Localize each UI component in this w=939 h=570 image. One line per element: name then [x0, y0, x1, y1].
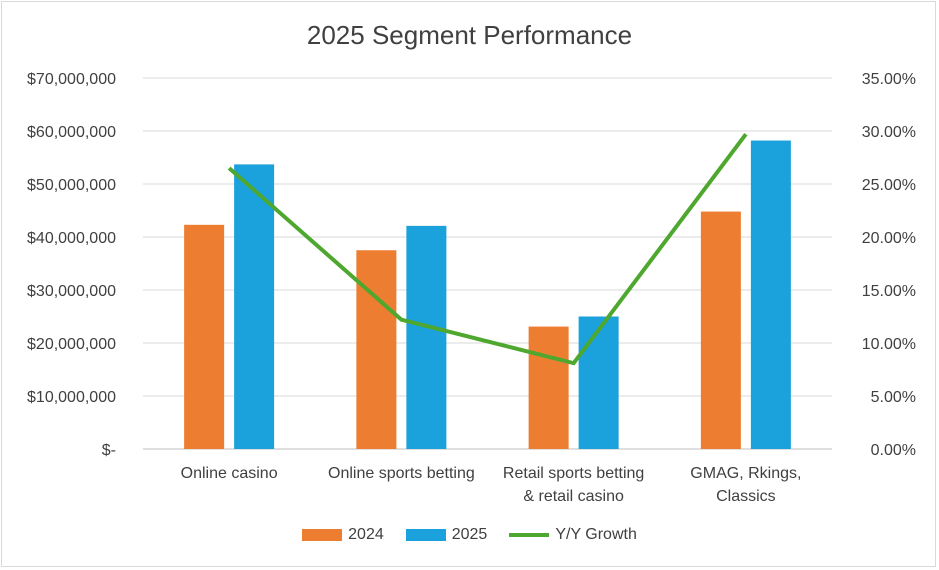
bar-2024: [184, 224, 225, 449]
category-label: & retail casino: [523, 488, 624, 505]
growth-line: [227, 132, 748, 366]
category-label: Online sports betting: [328, 465, 475, 482]
bar-2025: [750, 140, 791, 450]
y-right-tick-label: 15.00%: [862, 283, 916, 300]
legend-item-2025: 2025: [405, 526, 488, 544]
legend-swatch-2024: [302, 529, 343, 541]
bars: [184, 140, 791, 450]
y-right-tick-label: 30.00%: [862, 124, 916, 141]
y-right-tick-label: 35.00%: [862, 71, 916, 88]
legend-swatch-growth: [509, 533, 550, 537]
legend-item-2024: 2024: [302, 526, 384, 544]
category-label: Retail sports betting: [503, 465, 644, 482]
bar-2024: [528, 326, 569, 449]
bar-2024: [700, 211, 741, 449]
y-left-tick-label: $10,000,000: [27, 389, 116, 406]
y-left-tick-label: $30,000,000: [27, 283, 116, 300]
y-left-tick-label: $-: [102, 442, 116, 459]
category-label: Online casino: [181, 465, 278, 482]
y-left-tick-label: $70,000,000: [27, 71, 116, 88]
y-right-tick-label: 20.00%: [862, 230, 916, 247]
chart-title: 2025 Segment Performance: [306, 20, 633, 50]
category-label: GMAG, Rkings,: [690, 465, 801, 482]
bar-2025: [406, 225, 447, 449]
legend-label-growth: Y/Y Growth: [555, 526, 637, 543]
legend-label-2024: 2024: [348, 526, 384, 543]
category-label: Classics: [716, 488, 776, 505]
y-left-tick-label: $40,000,000: [27, 230, 116, 247]
bar-2025: [578, 316, 619, 449]
axis-labels: $- $10,000,000 $20,000,000 $30,000,000 $40,0…: [27, 71, 916, 505]
bar-2024: [356, 250, 397, 449]
y-right-tick-label: 25.00%: [862, 177, 916, 194]
bar-2025: [234, 164, 275, 449]
y-left-tick-label: $20,000,000: [27, 336, 116, 353]
y-right-tick-label: 5.00%: [871, 389, 916, 406]
legend-swatch-2025: [405, 529, 446, 541]
y-left-tick-label: $50,000,000: [27, 177, 116, 194]
legend: 2024 2025 Y/Y Growth: [0, 526, 939, 544]
y-right-tick-label: 0.00%: [871, 442, 916, 459]
y-right-tick-label: 10.00%: [862, 336, 916, 353]
growth-line-series: [227, 132, 748, 366]
legend-label-2025: 2025: [451, 526, 488, 543]
legend-item-growth: Y/Y Growth: [509, 526, 637, 544]
y-left-tick-label: $60,000,000: [27, 124, 116, 141]
